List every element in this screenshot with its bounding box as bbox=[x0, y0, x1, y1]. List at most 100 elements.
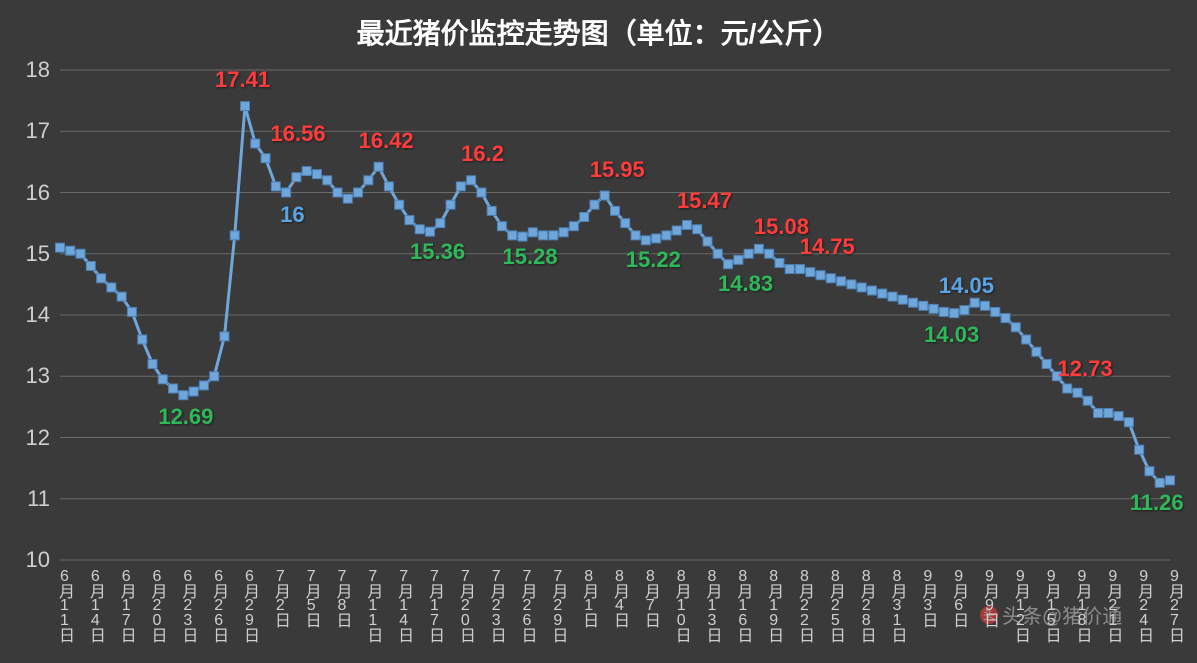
x-axis-tick: 9月3日 bbox=[915, 568, 939, 626]
data-marker bbox=[1073, 388, 1082, 397]
y-axis-tick: 17 bbox=[10, 118, 50, 144]
data-marker bbox=[641, 236, 650, 245]
data-label: 14.75 bbox=[800, 234, 855, 260]
data-marker bbox=[991, 307, 1000, 316]
data-marker bbox=[703, 237, 712, 246]
data-marker bbox=[693, 225, 702, 234]
data-marker bbox=[713, 249, 722, 258]
data-marker bbox=[909, 298, 918, 307]
y-axis-tick: 16 bbox=[10, 180, 50, 206]
chart-svg bbox=[0, 0, 1197, 663]
data-label: 11.26 bbox=[1130, 490, 1184, 516]
data-marker bbox=[343, 194, 352, 203]
x-axis-tick: 6月23日 bbox=[175, 568, 199, 641]
data-marker bbox=[621, 219, 630, 228]
y-axis-tick: 14 bbox=[10, 302, 50, 328]
x-axis-tick: 6月14日 bbox=[83, 568, 107, 641]
x-axis-tick: 7月23日 bbox=[484, 568, 508, 641]
x-axis-tick: 8月31日 bbox=[885, 568, 909, 641]
data-label: 16.56 bbox=[271, 121, 326, 147]
chart-container: 最近猪价监控走势图（单位：元/公斤） 17.4116.561616.4215.3… bbox=[0, 0, 1197, 663]
data-marker bbox=[528, 228, 537, 237]
data-marker bbox=[436, 219, 445, 228]
x-axis-tick: 7月20日 bbox=[453, 568, 477, 641]
data-marker bbox=[395, 200, 404, 209]
data-marker bbox=[1135, 445, 1144, 454]
data-marker bbox=[508, 231, 517, 240]
data-marker bbox=[1145, 467, 1154, 476]
data-label: 15.95 bbox=[590, 157, 645, 183]
data-marker bbox=[682, 220, 691, 229]
data-marker bbox=[302, 167, 311, 176]
data-marker bbox=[1001, 314, 1010, 323]
x-axis-tick: 9月9日 bbox=[977, 568, 1001, 626]
x-axis-tick: 7月2日 bbox=[268, 568, 292, 626]
data-marker bbox=[107, 283, 116, 292]
data-marker bbox=[929, 304, 938, 313]
data-marker bbox=[847, 280, 856, 289]
x-axis-tick: 8月7日 bbox=[638, 568, 662, 626]
x-axis-tick: 9月24日 bbox=[1131, 568, 1155, 641]
data-marker bbox=[158, 375, 167, 384]
data-marker bbox=[312, 170, 321, 179]
data-marker bbox=[169, 384, 178, 393]
data-marker bbox=[282, 188, 291, 197]
x-axis-tick: 8月13日 bbox=[700, 568, 724, 641]
data-marker bbox=[1166, 476, 1175, 485]
x-axis-tick: 8月1日 bbox=[576, 568, 600, 626]
data-marker bbox=[518, 232, 527, 241]
data-label: 14.05 bbox=[939, 273, 994, 299]
data-marker bbox=[179, 391, 188, 400]
data-marker bbox=[775, 258, 784, 267]
data-marker bbox=[1104, 409, 1113, 418]
x-axis-tick: 9月21日 bbox=[1100, 568, 1124, 641]
data-label: 15.36 bbox=[410, 239, 465, 265]
data-marker bbox=[426, 227, 435, 236]
x-axis-tick: 9月15日 bbox=[1039, 568, 1063, 641]
data-marker bbox=[1042, 360, 1051, 369]
y-axis-tick: 12 bbox=[10, 425, 50, 451]
data-marker bbox=[631, 231, 640, 240]
x-axis-tick: 9月6日 bbox=[946, 568, 970, 626]
data-marker bbox=[405, 216, 414, 225]
data-marker bbox=[672, 226, 681, 235]
x-axis-tick: 8月10日 bbox=[669, 568, 693, 641]
data-label: 15.47 bbox=[677, 188, 732, 214]
y-axis-tick: 18 bbox=[10, 57, 50, 83]
x-axis-tick: 9月18日 bbox=[1070, 568, 1094, 641]
data-marker bbox=[271, 182, 280, 191]
data-marker bbox=[56, 243, 65, 252]
data-marker bbox=[333, 188, 342, 197]
x-axis-tick: 9月27日 bbox=[1162, 568, 1186, 641]
data-marker bbox=[76, 249, 85, 258]
data-marker bbox=[1155, 478, 1164, 487]
data-marker bbox=[251, 139, 260, 148]
x-axis-tick: 7月8日 bbox=[330, 568, 354, 626]
data-label: 15.22 bbox=[626, 247, 681, 273]
data-marker bbox=[467, 176, 476, 185]
data-marker bbox=[1094, 409, 1103, 418]
data-marker bbox=[878, 289, 887, 298]
data-marker bbox=[939, 307, 948, 316]
data-marker bbox=[127, 307, 136, 316]
data-marker bbox=[210, 372, 219, 381]
data-marker bbox=[220, 332, 229, 341]
data-marker bbox=[826, 274, 835, 283]
data-label: 17.41 bbox=[215, 67, 270, 93]
data-marker bbox=[323, 176, 332, 185]
x-axis-tick: 6月17日 bbox=[114, 568, 138, 641]
data-marker bbox=[1124, 418, 1133, 427]
data-marker bbox=[86, 262, 95, 271]
data-marker bbox=[477, 188, 486, 197]
data-marker bbox=[1011, 323, 1020, 332]
x-axis-tick: 6月20日 bbox=[145, 568, 169, 641]
data-marker bbox=[446, 200, 455, 209]
data-marker bbox=[189, 387, 198, 396]
x-axis-tick: 9月12日 bbox=[1008, 568, 1032, 641]
data-marker bbox=[1032, 347, 1041, 356]
x-axis-tick: 7月26日 bbox=[515, 568, 539, 641]
x-axis-tick: 7月5日 bbox=[299, 568, 323, 626]
x-axis-tick: 7月29日 bbox=[545, 568, 569, 641]
data-marker bbox=[497, 222, 506, 231]
data-marker bbox=[652, 234, 661, 243]
